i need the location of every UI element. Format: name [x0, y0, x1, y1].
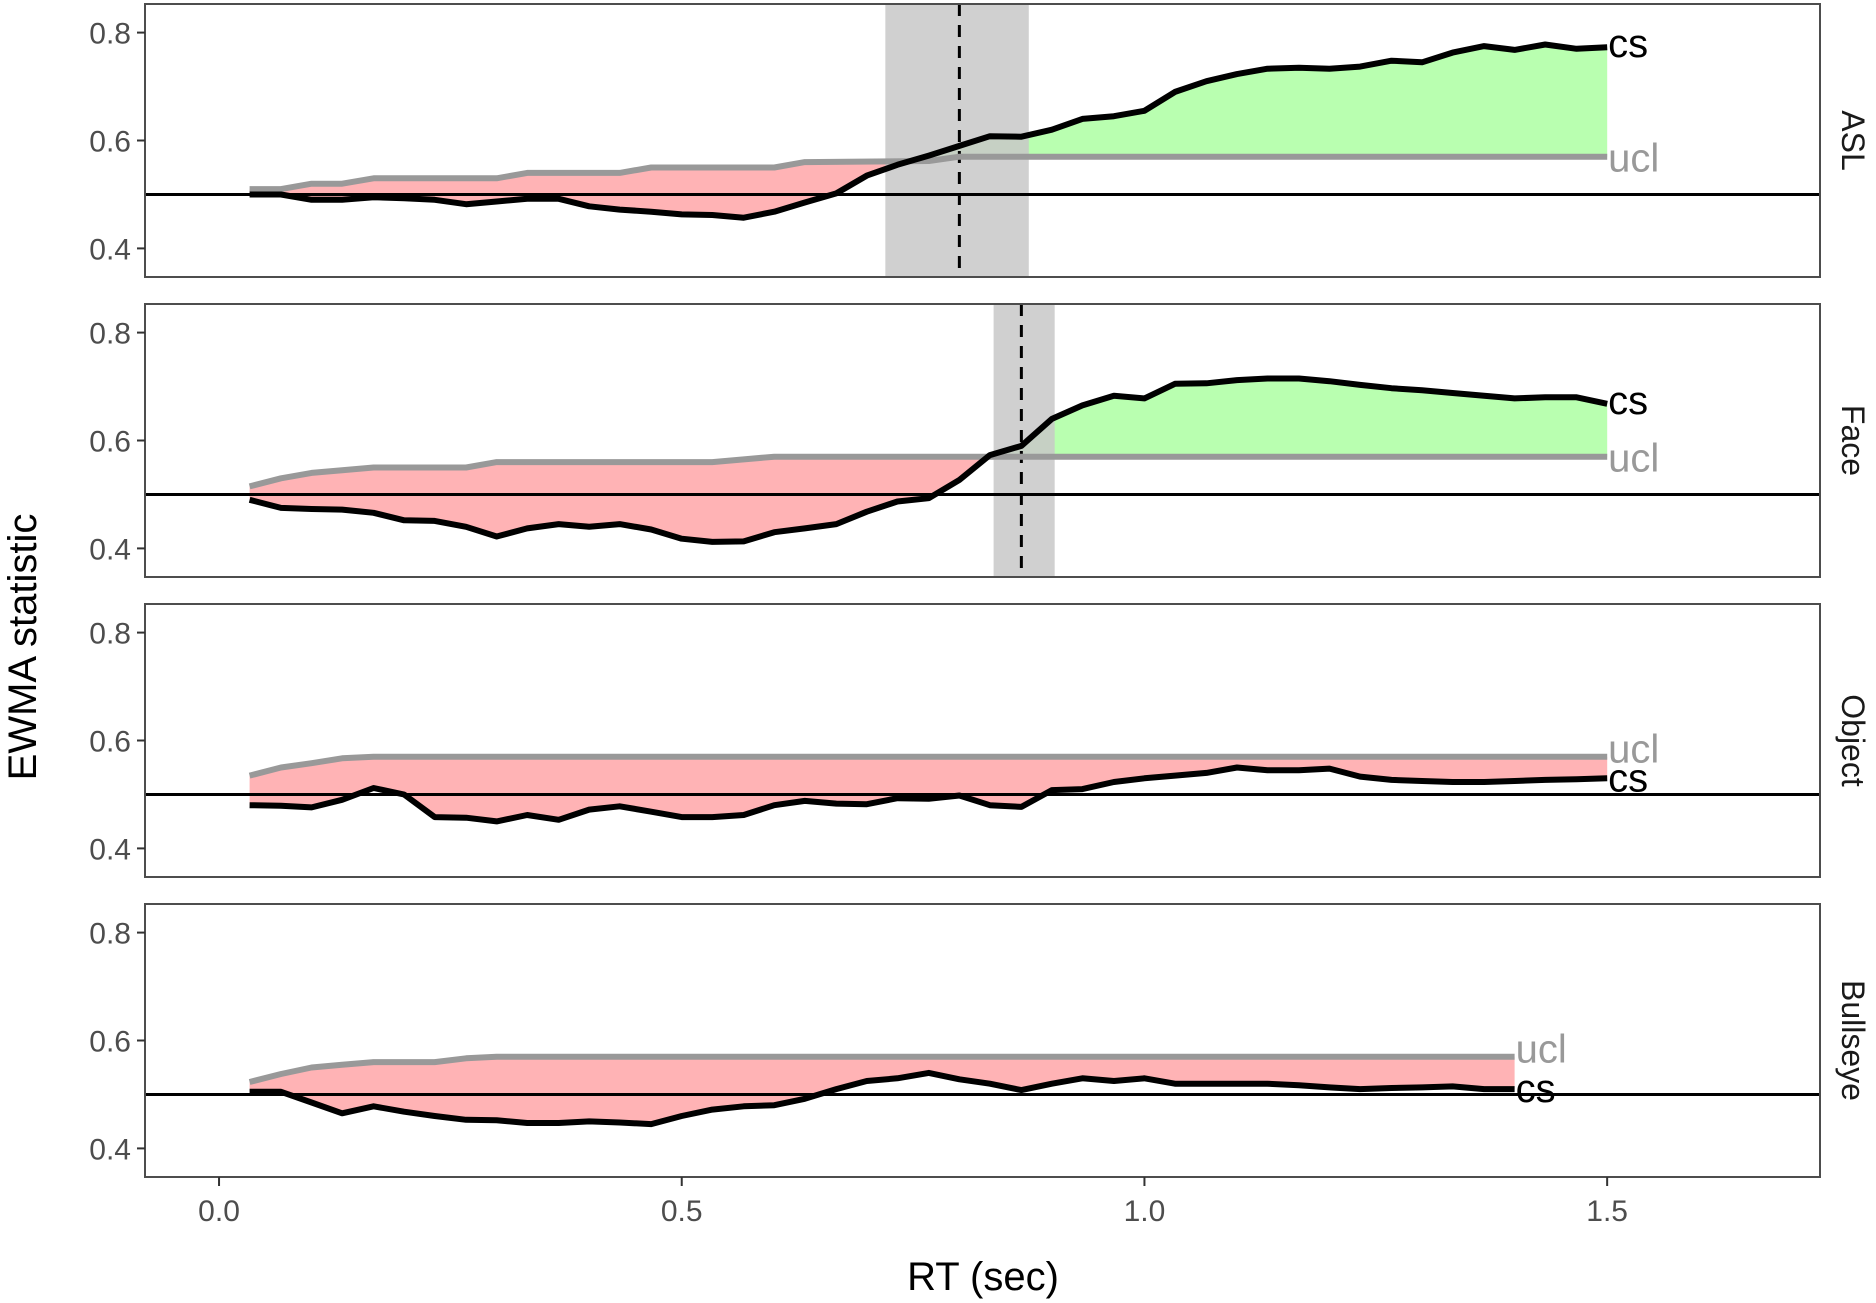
y-tick-label: 0.6: [89, 1026, 131, 1059]
ucl-line: [248, 453, 1608, 490]
above-ucl-area: [909, 44, 1608, 162]
below-ucl-area: [249, 756, 1608, 822]
strip-label: Bullseye: [1835, 980, 1871, 1101]
x-tick-label: 1.5: [1586, 1195, 1628, 1228]
ucl-end-label: ucl: [1608, 728, 1659, 772]
x-tick-label: 1.0: [1124, 1195, 1166, 1228]
ucl-end-label: ucl: [1608, 437, 1659, 481]
y-tick-label: 0.4: [89, 533, 131, 566]
below-ucl-area: [249, 1056, 1515, 1125]
y-tick-label: 0.8: [89, 618, 131, 651]
strip-label: ASL: [1835, 110, 1871, 170]
cs-line: [248, 375, 1608, 545]
panel-asl: cs ucl 0.4 0.6 0.8 ASL: [89, 3, 1871, 278]
ucl-line: [248, 753, 1608, 779]
y-tick-label: 0.4: [89, 233, 131, 266]
cs-end-label: cs: [1608, 756, 1648, 800]
ucl-end-label: ucl: [1516, 1028, 1567, 1072]
y-tick-label: 0.8: [89, 18, 131, 51]
y-tick-label: 0.4: [89, 833, 131, 866]
cs-end-label: cs: [1608, 379, 1648, 423]
chart-panels: csucl0.40.60.8ASLcsucl0.40.60.8Facecsucl…: [89, 3, 1871, 1178]
panel-face: cs ucl 0.4 0.6 0.8 Face: [89, 303, 1871, 578]
y-tick-label: 0.6: [89, 426, 131, 459]
cs-line: [249, 764, 1608, 825]
strip-label: Face: [1835, 405, 1871, 476]
cs-end-label: cs: [1608, 22, 1648, 66]
y-axis-title: EWMA statistic: [1, 514, 45, 781]
cs-line: [249, 41, 1608, 221]
x-tick-label: 0.0: [198, 1195, 240, 1228]
y-tick-label: 0.6: [89, 126, 131, 159]
x-tick-label: 0.5: [661, 1195, 703, 1228]
cs-line: [249, 1069, 1515, 1128]
onset-interval-band: [885, 4, 1029, 277]
y-tick-label: 0.8: [89, 918, 131, 951]
y-tick-label: 0.6: [89, 726, 131, 759]
below-ucl-area: [249, 161, 910, 218]
cs-end-label: cs: [1516, 1067, 1556, 1111]
ucl-end-label: ucl: [1608, 137, 1659, 181]
panel-border: [144, 603, 1821, 878]
x-axis-title: RT (sec): [907, 1255, 1059, 1299]
x-axis: 0.0 0.5 1.0 1.5: [198, 1177, 1628, 1228]
ucl-line: [248, 1053, 1515, 1085]
ucl-line: [249, 153, 1608, 193]
strip-label: Object: [1835, 694, 1871, 787]
y-tick-label: 0.8: [89, 318, 131, 351]
y-tick-label: 0.4: [89, 1133, 131, 1166]
panel-border: [144, 903, 1821, 1178]
above-ucl-area: [987, 378, 1608, 457]
